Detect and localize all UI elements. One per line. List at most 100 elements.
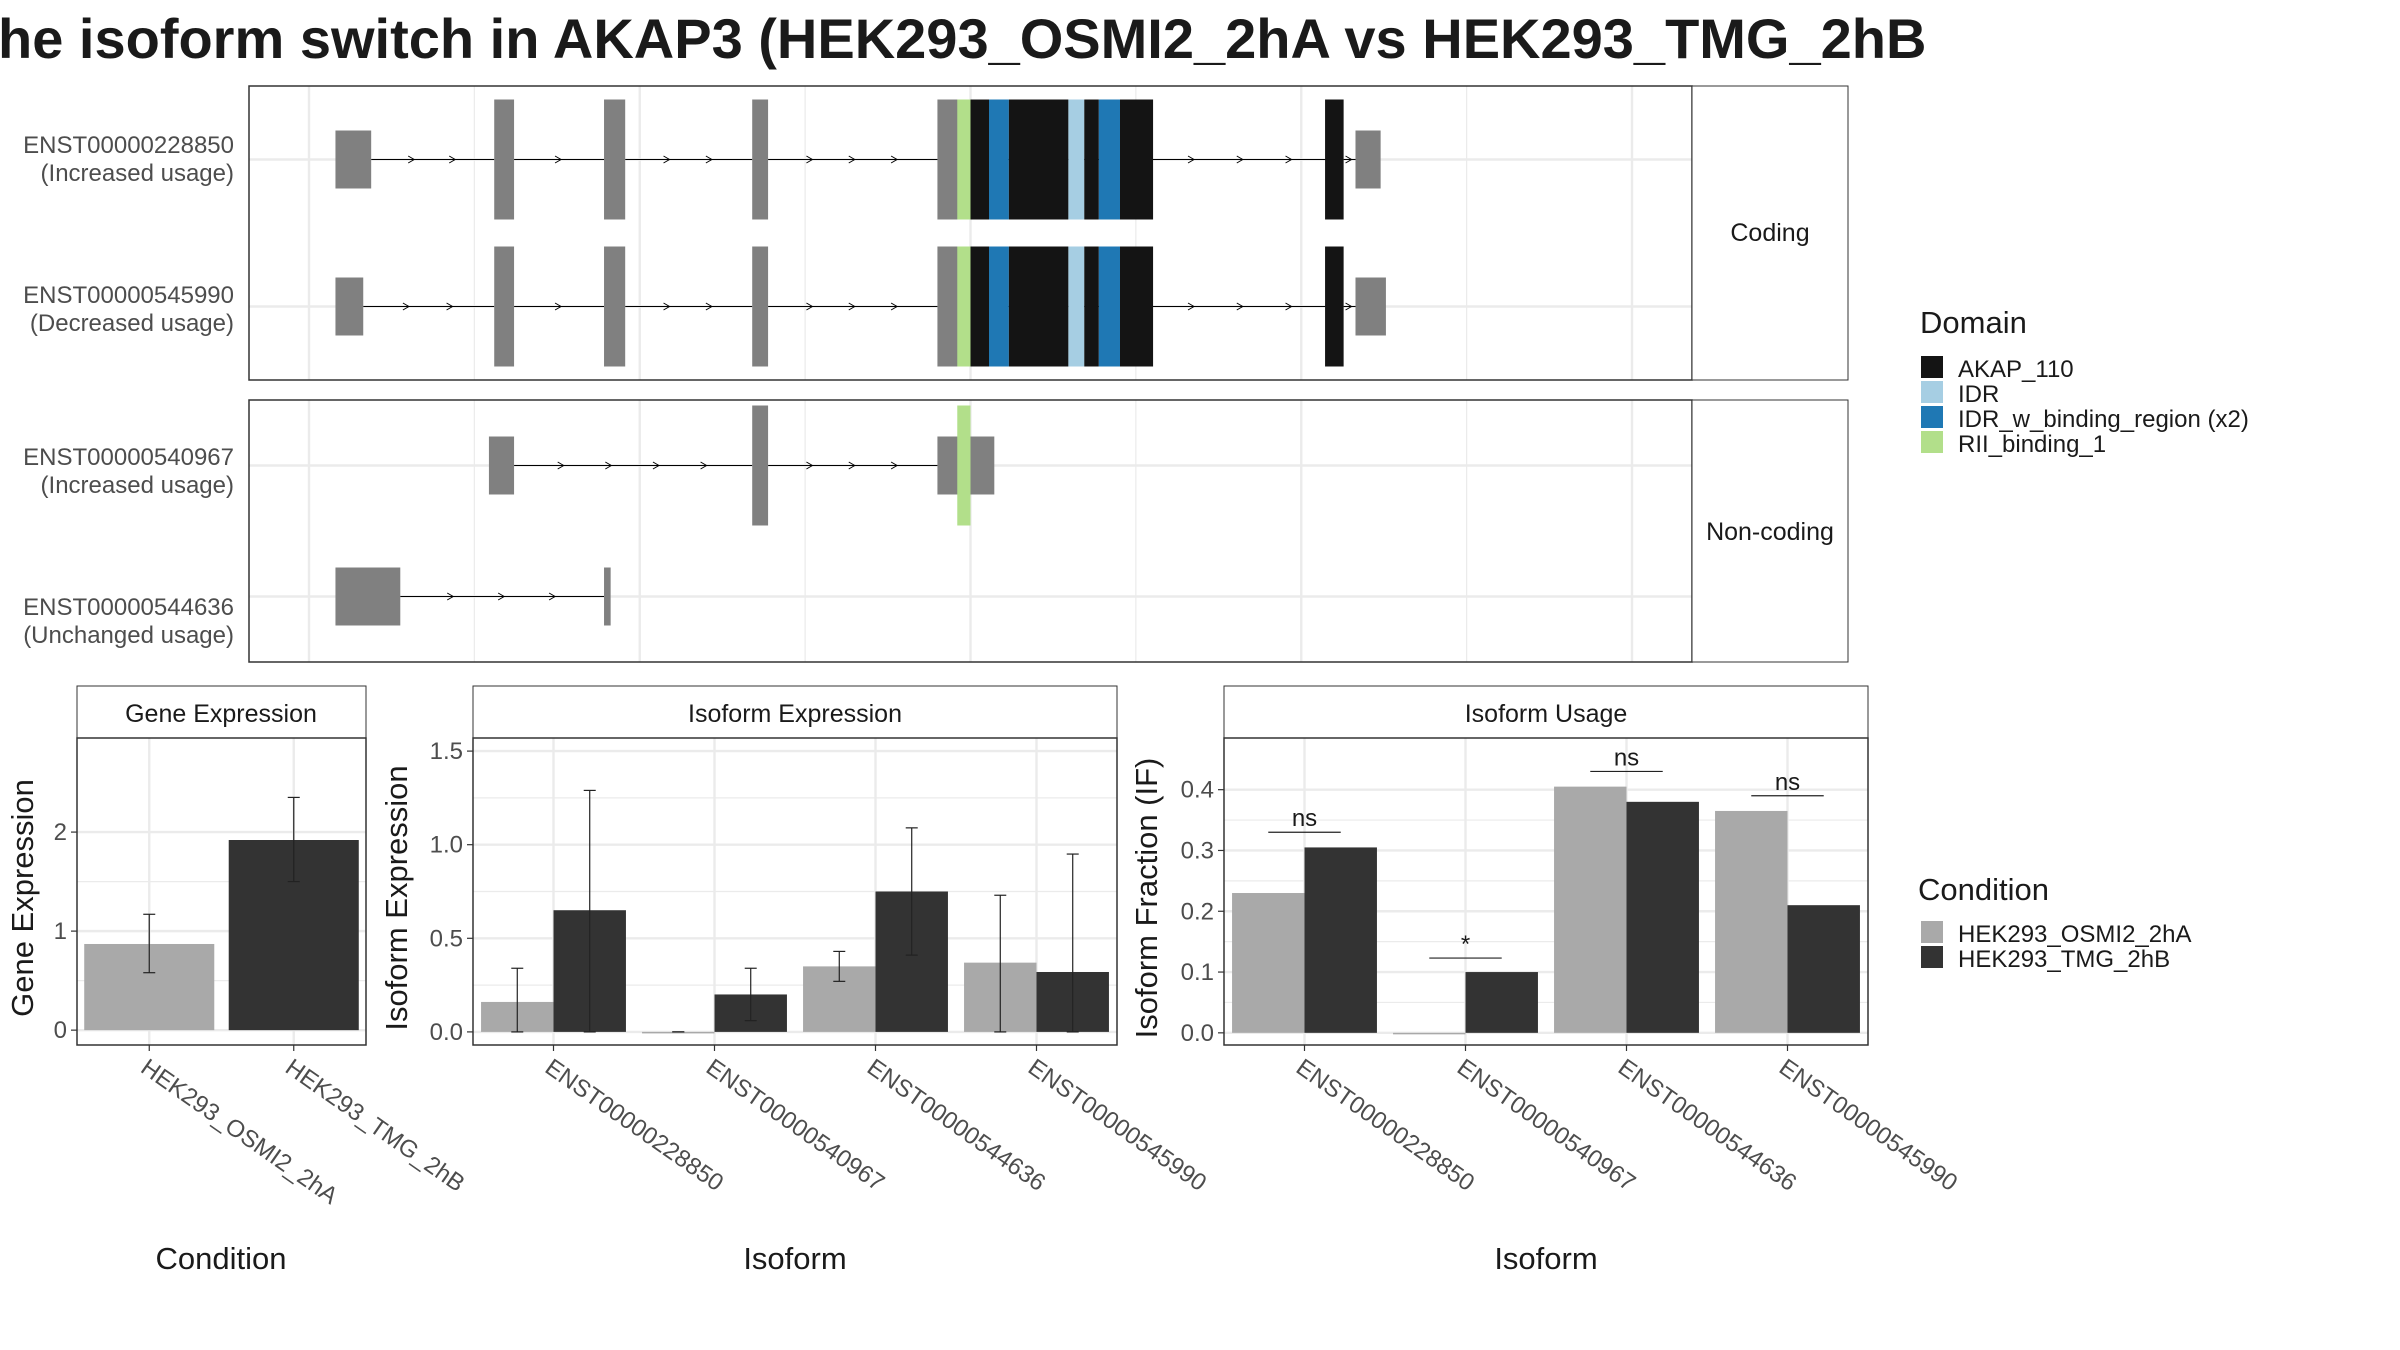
y-tick-label: 0.3 [1181, 837, 1214, 864]
isoform-usage-title: Isoform Usage [1465, 700, 1628, 728]
intron-arrow-icon [1187, 155, 1196, 164]
intron-arrow-icon [448, 155, 457, 164]
plot-border [76, 737, 367, 1046]
condition-swatch-b [1921, 946, 1943, 968]
domain-swatch-rii [1921, 431, 1943, 453]
exon [335, 567, 401, 626]
bar [1787, 905, 1860, 1033]
transcript-label-4-id: ENST00000544636 [23, 594, 234, 621]
condition-label-a: HEK293_OSMI2_2hA [1958, 921, 2191, 948]
intron-arrow-icon [705, 302, 713, 311]
domain-akap-110 [1008, 99, 1069, 220]
domain-idr [1068, 99, 1085, 220]
intron-arrow-icon [1345, 302, 1353, 311]
exon [335, 277, 364, 336]
transcript-label-4-usage: (Unchanged usage) [23, 622, 234, 649]
significance-label: ns [1292, 805, 1317, 832]
y-tick-label: 2 [54, 819, 67, 846]
isoform-expression-ylabel: Isoform Expression [379, 765, 414, 1030]
domain-akap-110 [1008, 246, 1069, 367]
domain-akap-110 [1325, 99, 1344, 220]
y-tick-label: 0.0 [430, 1019, 463, 1046]
isoform-expression-strip [472, 685, 1118, 739]
error-bar [583, 789, 596, 1033]
plot-border [1223, 737, 1869, 1046]
intron-arrow-icon [705, 155, 713, 164]
intron-arrow-icon [446, 592, 455, 601]
domain-idr-w-binding-region-x2- [989, 99, 1009, 220]
intron-arrow-icon [554, 302, 563, 311]
facet-label-coding: Coding [1730, 219, 1809, 247]
domain-akap-110 [970, 246, 990, 367]
isoform-usage-xlabel: Isoform [1494, 1241, 1597, 1276]
exon [335, 130, 372, 189]
domain-label-idr: IDR [1958, 381, 1999, 408]
transcript-3 [488, 405, 995, 526]
error-bar [833, 950, 846, 982]
significance-label: ns [1775, 769, 1800, 796]
domain-swatch-idr [1921, 381, 1943, 403]
intron-arrow-icon [848, 302, 856, 311]
exon [494, 246, 515, 367]
x-tick-label: ENST00000544636 [1613, 1054, 1801, 1197]
y-tick-label: 0.4 [1181, 777, 1214, 804]
condition-swatch-a [1921, 921, 1943, 943]
facet-strip-coding [1691, 85, 1849, 381]
transcript-1 [335, 99, 1381, 220]
transcript-label-1-id: ENST00000228850 [23, 132, 234, 159]
y-tick-label: 0.2 [1181, 898, 1214, 925]
intron-arrow-icon [652, 461, 660, 470]
condition-label-b: HEK293_TMG_2hB [1958, 946, 2170, 973]
domain-label-idr-binding: IDR_w_binding_region (x2) [1958, 406, 2249, 433]
intron-arrow-icon [890, 155, 899, 164]
intron-arrow-icon [605, 461, 613, 470]
domain-idr-w-binding-region-x2- [1098, 246, 1120, 367]
intron-arrow-icon [848, 461, 856, 470]
domain-idr-w-binding-region-x2- [1098, 99, 1120, 220]
intron-arrow-icon [1285, 155, 1293, 164]
error-bar [1066, 853, 1079, 1033]
gene-expression-ylabel: Gene Expression [5, 779, 40, 1017]
gene-expression-xlabel: Condition [156, 1241, 287, 1276]
x-tick-label: ENST00000228850 [1291, 1054, 1479, 1197]
x-tick-label: ENST00000540967 [1452, 1054, 1640, 1197]
transcript-label-1-usage: (Increased usage) [41, 160, 234, 187]
exon [488, 436, 515, 495]
intron-arrow-icon [1236, 302, 1244, 311]
intron-arrow-icon [806, 155, 814, 164]
exon [604, 567, 611, 626]
exon [494, 99, 515, 220]
intron-arrow-icon [806, 461, 814, 470]
intron-arrow-icon [548, 592, 557, 601]
exon [604, 99, 626, 220]
intron-arrow-icon [848, 155, 856, 164]
bar [1465, 972, 1538, 1033]
intron-arrow-icon [407, 155, 416, 164]
intron-arrow-icon [446, 302, 454, 311]
bar [1393, 1032, 1466, 1035]
significance-label: * [1461, 931, 1470, 958]
isoform-usage-ylabel: Isoform Fraction (IF) [1129, 758, 1164, 1039]
error-bar [744, 967, 757, 1022]
intron-arrow-icon [1236, 155, 1244, 164]
intron-arrow-icon [663, 155, 671, 164]
error-bar [905, 827, 918, 956]
significance-label: ns [1614, 744, 1639, 771]
y-tick-label: 0.1 [1181, 959, 1214, 986]
exon [1355, 277, 1386, 336]
y-tick-label: 0 [54, 1017, 67, 1044]
intron-arrow-icon [402, 302, 410, 311]
y-tick-label: 0.0 [1181, 1020, 1214, 1047]
intron-arrow-icon [554, 155, 563, 164]
intron-arrow-icon [1285, 302, 1293, 311]
bar [642, 1031, 715, 1034]
facet-label-noncoding: Non-coding [1706, 518, 1834, 546]
condition-legend-title: Condition [1918, 872, 2049, 907]
domain-akap-110 [1119, 99, 1154, 220]
exon [752, 99, 769, 220]
error-bar [511, 967, 524, 1033]
gene-expression-title: Gene Expression [125, 700, 317, 728]
domain-legend-title: Domain [1920, 305, 2027, 340]
y-tick-label: 1 [54, 918, 67, 945]
